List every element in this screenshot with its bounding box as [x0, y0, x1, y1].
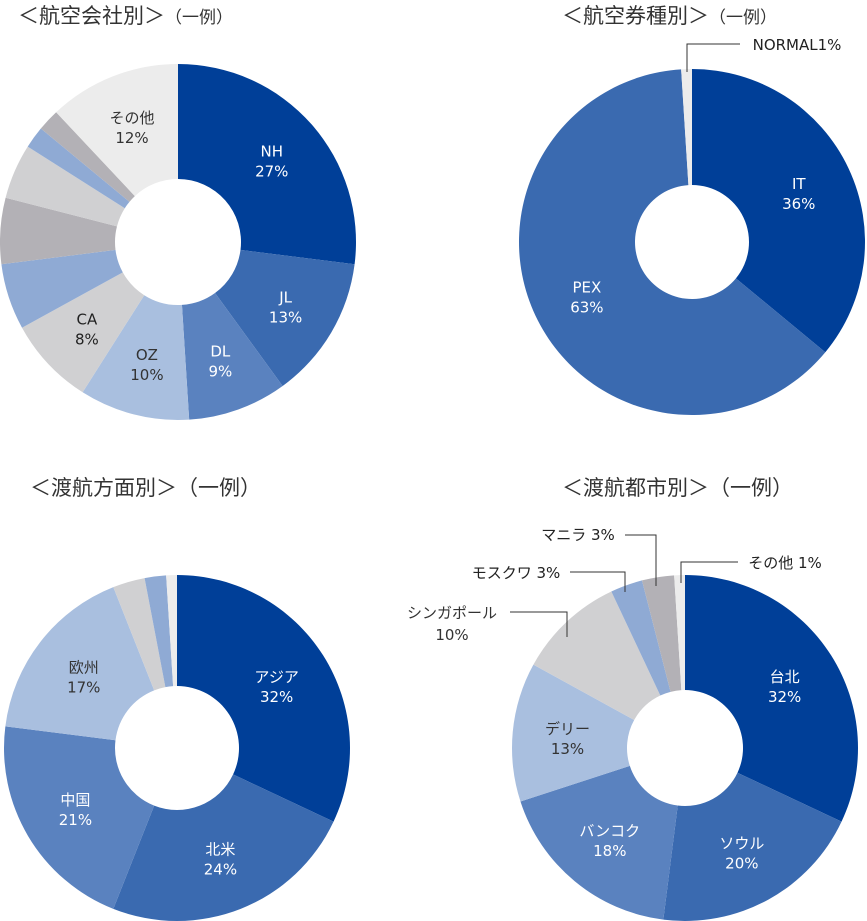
leader-line	[680, 561, 738, 583]
slice-NORMAL	[681, 69, 692, 186]
slice-value: 32%	[260, 688, 293, 706]
slice-北米	[113, 774, 334, 921]
slice-value: 32%	[768, 688, 801, 706]
slice-その他	[674, 575, 685, 691]
slice-CA	[22, 272, 145, 393]
slice-unlabeled	[166, 575, 177, 687]
slice-デリー	[511, 664, 635, 802]
leader-line	[625, 534, 657, 586]
slice-value: 24%	[204, 861, 237, 879]
slice-value: 13%	[551, 740, 584, 758]
slice-label: 欧州	[69, 659, 99, 677]
donut-chart-1: IT 36% PEX 63% NORMAL1%	[519, 36, 865, 415]
slice-label: ソウル	[719, 834, 764, 852]
slice-value: 27%	[255, 162, 288, 180]
slice-label: 台北	[770, 668, 800, 686]
slice-unlabeled	[144, 575, 174, 688]
slice-value: 63%	[570, 299, 603, 317]
slice-label: CA	[77, 311, 98, 329]
slice-unlabeled	[1, 249, 123, 328]
slice-マニラ	[641, 575, 682, 692]
slice-モスクワ	[611, 580, 671, 696]
donut-chart-0: NH 27% JL 13% DL 9% OZ 10% CA 8% その他 12%	[0, 63, 356, 420]
leader-line	[570, 571, 626, 592]
slice-欧州	[5, 587, 155, 741]
slice-label: IT	[792, 175, 806, 193]
slice-PEX	[519, 69, 826, 415]
slice-ソウル	[663, 772, 842, 921]
slice-value: 13%	[269, 309, 302, 327]
slice-OZ	[82, 295, 190, 420]
donut-chart-2: アジア 32% 北米 24% 中国 21% 欧州 17%	[3, 575, 350, 921]
slice-NH	[178, 64, 356, 265]
slice-unlabeled	[0, 197, 117, 265]
slice-unlabeled	[5, 146, 125, 227]
slice-DL	[181, 292, 283, 420]
slice-label: OZ	[136, 346, 158, 364]
slice-unlabeled	[40, 112, 135, 202]
slice-label: JL	[278, 289, 292, 307]
slice-label: デリー	[545, 720, 590, 738]
slice-label: マニラ 3%	[541, 526, 615, 544]
slice-label: 中国	[60, 791, 90, 809]
slice-label: NORMAL1%	[753, 36, 842, 54]
slice-value: 8%	[75, 331, 99, 349]
slice-label: モスクワ 3%	[472, 564, 561, 582]
slice-unlabeled	[27, 128, 130, 209]
slice-value: 9%	[208, 363, 232, 381]
slice-アジア	[177, 575, 350, 822]
slice-中国	[3, 726, 155, 909]
slice-label: シンガポール	[407, 604, 497, 622]
slice-label: DL	[210, 343, 231, 361]
slice-label: その他	[109, 109, 154, 127]
slice-label: その他 1%	[748, 554, 822, 572]
slice-label: アジア	[254, 668, 298, 686]
leader-line	[686, 43, 740, 72]
slice-その他	[56, 63, 178, 197]
slice-シンガポール	[533, 591, 661, 721]
slice-バンコク	[520, 765, 678, 920]
slice-label: PEX	[572, 279, 601, 297]
slice-value: 36%	[782, 195, 815, 213]
slice-value: 10%	[435, 626, 468, 644]
chart-title-city: ＜渡航都市別＞（一例）	[562, 476, 793, 500]
slice-value: 20%	[725, 854, 758, 872]
chart-title-airline: ＜航空会社別＞（一例）	[18, 4, 233, 28]
slice-value: 21%	[59, 811, 92, 829]
slice-JL	[215, 249, 355, 387]
chart-title-region: ＜渡航方面別＞（一例）	[30, 476, 261, 500]
slice-label: 北米	[205, 841, 235, 859]
slice-label: NH	[261, 142, 284, 160]
slice-value: 17%	[67, 679, 100, 697]
slice-台北	[685, 575, 858, 822]
slice-value: 12%	[115, 129, 148, 147]
slice-value: 18%	[593, 842, 626, 860]
donut-chart-3: 台北 32% ソウル 20% バンコク 18% デリー 13% シンガポール 10% モスクワ 3%…	[407, 526, 858, 921]
leader-line	[510, 611, 568, 637]
slice-IT	[692, 69, 865, 353]
slice-label: バンコク	[579, 822, 640, 840]
chart-title-ticket-type: ＜航空券種別＞（一例）	[562, 4, 777, 28]
slice-value: 10%	[130, 366, 163, 384]
slice-unlabeled	[113, 578, 166, 691]
